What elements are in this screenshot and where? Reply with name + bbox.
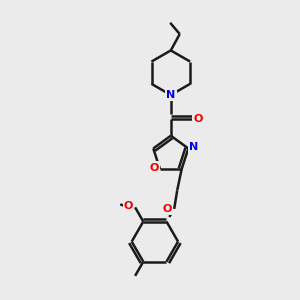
- Text: O: O: [124, 201, 133, 211]
- Text: O: O: [194, 114, 203, 124]
- Text: N: N: [189, 142, 198, 152]
- Text: O: O: [150, 163, 159, 172]
- Text: N: N: [166, 90, 176, 100]
- Text: O: O: [163, 204, 172, 214]
